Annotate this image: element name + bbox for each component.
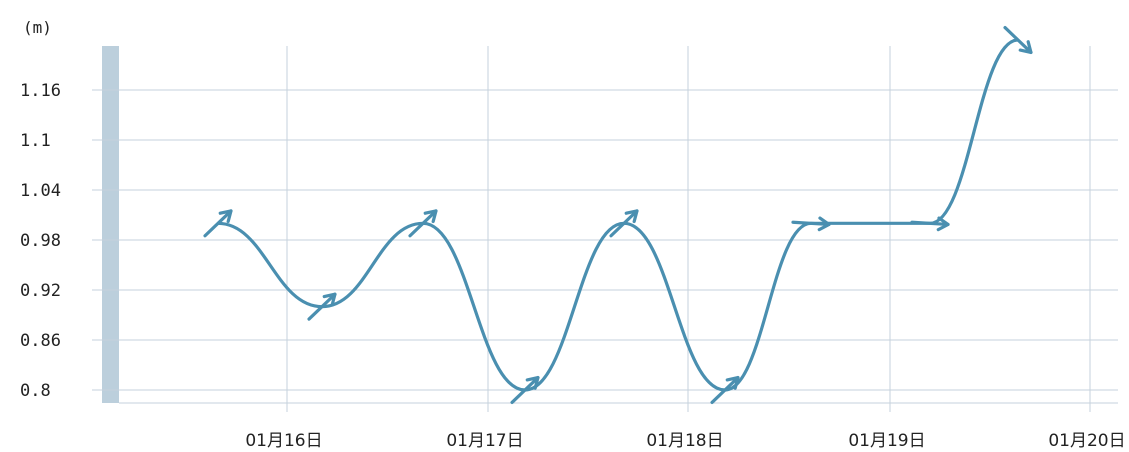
direction-arrow — [408, 209, 438, 238]
x-tick-label: 01月20日 — [1048, 431, 1125, 451]
x-tick-label: 01月19日 — [848, 431, 925, 451]
y-axis-bar — [102, 46, 119, 403]
y-tick-label: 1.16 — [20, 81, 61, 101]
x-tick-label: 01月17日 — [446, 431, 523, 451]
direction-arrow — [609, 209, 639, 238]
direction-arrow — [710, 375, 740, 405]
y-tick-label: 1.04 — [20, 181, 61, 201]
y-unit-label: (m) — [23, 18, 52, 37]
y-tick-label: 0.86 — [20, 331, 61, 351]
direction-arrow — [510, 375, 540, 405]
y-tick-label: 0.98 — [20, 231, 61, 251]
x-tick-label: 01月16日 — [245, 431, 322, 451]
direction-arrow — [791, 216, 831, 232]
series-line — [217, 38, 1019, 392]
y-tick-label: 1.1 — [20, 131, 51, 151]
direction-arrow — [910, 216, 950, 232]
direction-arrow — [1003, 25, 1033, 55]
direction-arrow — [203, 209, 233, 238]
direction-arrows — [203, 25, 1033, 405]
y-tick-label: 0.8 — [20, 381, 51, 401]
y-tick-labels: 0.8 0.86 0.92 0.98 1.04 1.1 1.16 — [20, 81, 61, 401]
direction-arrow — [307, 292, 337, 321]
y-tick-label: 0.92 — [20, 281, 61, 301]
gridlines — [92, 46, 1118, 412]
x-tick-label: 01月18日 — [646, 431, 723, 451]
x-tick-labels: 01月16日 01月17日 01月18日 01月19日 01月20日 — [245, 431, 1125, 451]
